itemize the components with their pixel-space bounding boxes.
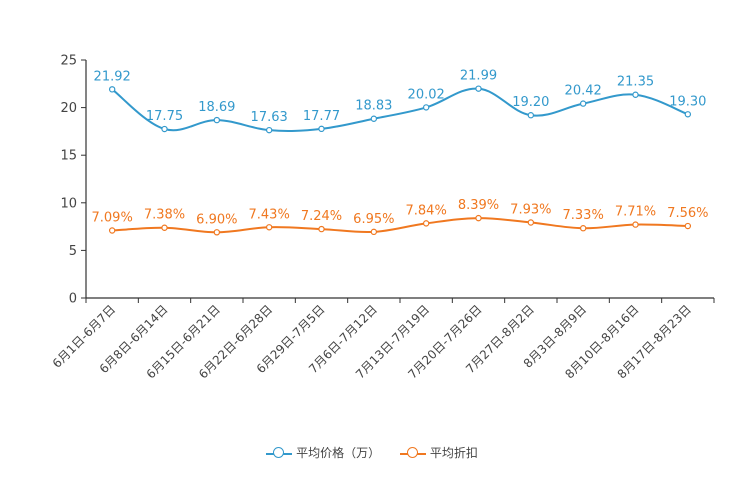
legend-item-discount[interactable]: 平均折扣 [399, 444, 478, 461]
data-label: 7.93% [510, 203, 551, 218]
y-axis-ticks: 0 5 10 15 20 25 [60, 54, 86, 307]
data-point[interactable] [632, 91, 639, 98]
data-point[interactable] [475, 85, 482, 92]
data-label: 17.63 [251, 110, 288, 125]
data-point[interactable] [161, 125, 168, 133]
y-tick-label: 25 [60, 54, 77, 69]
line-chart: 0 5 10 15 20 25 6月1日-6月7日6月8日-6月14日6月15日-6月21… [50, 54, 715, 382]
data-point[interactable] [213, 116, 221, 124]
data-point[interactable] [632, 221, 639, 228]
data-label: 7.43% [249, 207, 290, 222]
y-tick-label: 15 [60, 149, 77, 164]
data-point[interactable] [684, 222, 692, 230]
legend-item-price[interactable]: 平均价格（万） [266, 444, 380, 461]
data-label: 7.56% [667, 206, 708, 221]
data-point[interactable] [579, 100, 587, 107]
data-label: 6.90% [196, 212, 237, 227]
data-label: 6.95% [353, 212, 394, 227]
data-label: 19.30 [669, 94, 706, 109]
data-label: 20.42 [565, 84, 602, 99]
data-point[interactable] [684, 111, 692, 118]
data-label: 19.20 [512, 95, 549, 110]
legend-label-price: 平均价格（万） [296, 446, 381, 460]
legend: 平均价格（万） 平均折扣 [0, 444, 744, 463]
data-label: 20.02 [408, 87, 445, 102]
data-label: 21.99 [460, 69, 497, 84]
data-point[interactable] [370, 115, 378, 122]
data-label: 7.09% [92, 211, 133, 226]
data-point[interactable] [318, 225, 325, 233]
data-point[interactable] [318, 125, 325, 133]
data-label: 21.92 [94, 69, 131, 84]
data-point[interactable] [161, 224, 168, 231]
data-label: 18.83 [355, 99, 392, 114]
y-tick-label: 5 [69, 244, 77, 259]
data-label: 8.39% [458, 198, 499, 213]
data-label: 7.24% [301, 209, 342, 224]
data-label: 7.38% [144, 208, 185, 223]
data-point[interactable] [265, 224, 273, 231]
data-label: 17.77 [303, 109, 340, 124]
data-label: 18.69 [198, 100, 235, 115]
data-point[interactable] [265, 126, 273, 134]
y-tick-label: 0 [69, 292, 77, 307]
series-group: 21.92 17.75 18.69 17.63 17.77 18.83 20.02 21.99… [92, 69, 708, 236]
legend-line-circle-icon [399, 446, 426, 460]
data-label: 21.35 [617, 75, 654, 90]
x-axis-ticks: 6月1日-6月7日6月8日-6月14日6月15日-6月21日6月22日-6月28… [50, 298, 715, 382]
data-label: 7.84% [406, 203, 447, 218]
data-point[interactable] [108, 227, 116, 234]
legend-line-circle-icon [266, 446, 293, 460]
data-point[interactable] [108, 86, 116, 93]
data-point[interactable] [527, 112, 535, 119]
data-point[interactable] [422, 220, 430, 227]
data-point[interactable] [527, 219, 535, 226]
series-line-1 [112, 217, 688, 234]
data-point[interactable] [579, 225, 587, 232]
data-point[interactable] [422, 104, 430, 111]
y-tick-label: 10 [60, 196, 77, 211]
data-label: 7.33% [563, 208, 604, 223]
data-label: 7.71% [615, 205, 656, 220]
data-point[interactable] [370, 228, 378, 236]
y-tick-label: 20 [60, 101, 77, 116]
data-point[interactable] [475, 214, 482, 222]
legend-label-discount: 平均折扣 [429, 446, 478, 460]
data-label: 17.75 [146, 109, 183, 124]
data-point[interactable] [213, 229, 221, 236]
